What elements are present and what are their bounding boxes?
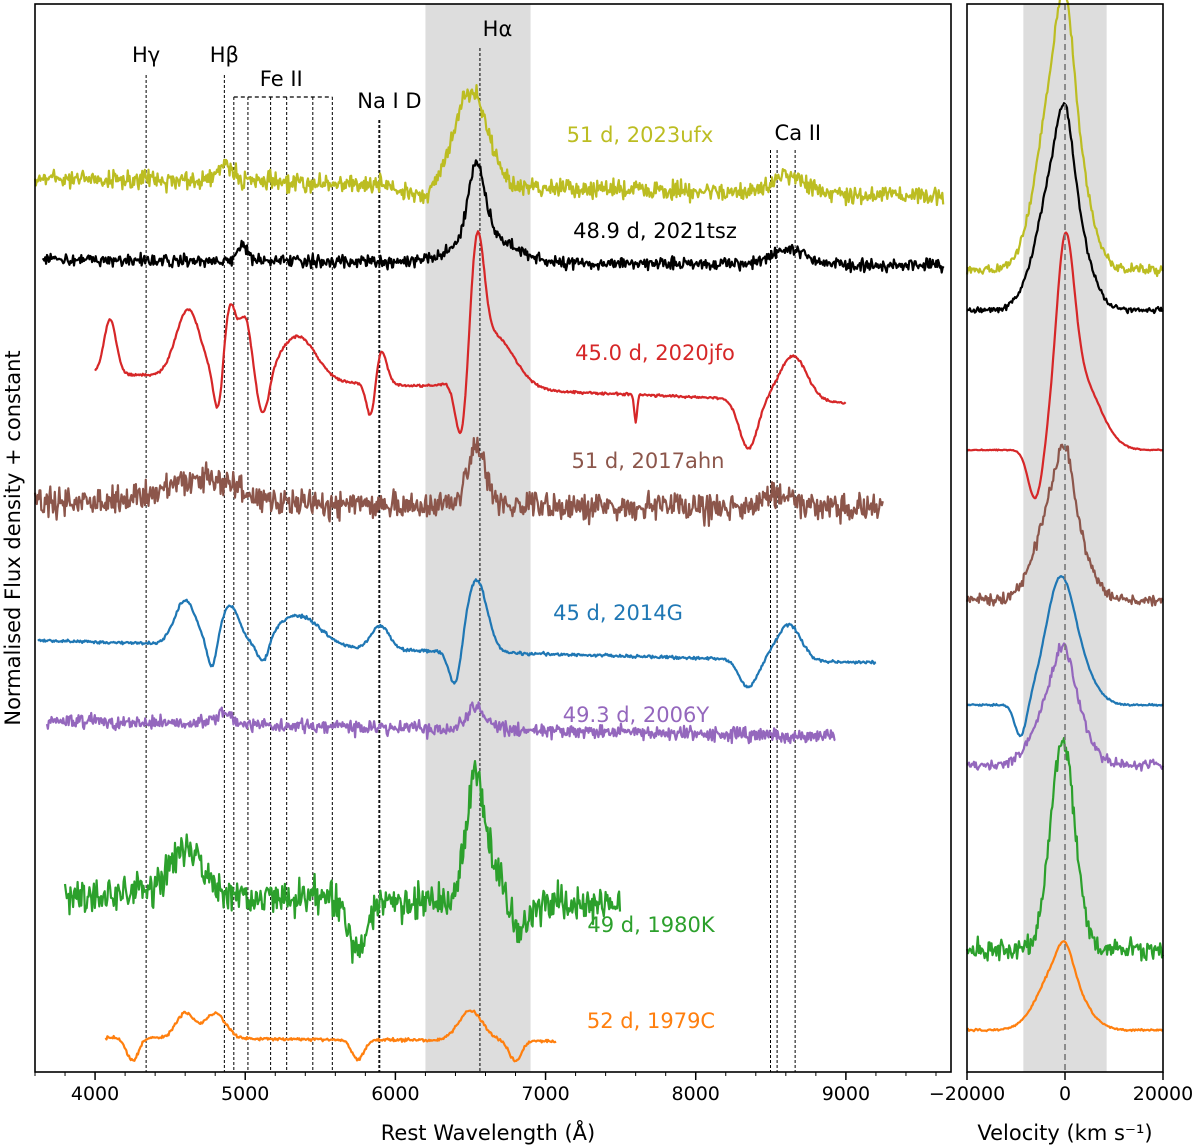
spectrum-label-2006y: 49.3 d, 2006Y (563, 703, 710, 727)
y-axis-label: Normalised Flux density + constant (1, 350, 25, 725)
right-x-tick-label-0: −20000 (929, 1083, 1005, 1105)
velocity-profile-2020jfo (966, 231, 1164, 500)
spectrum-1979c (104, 1009, 557, 1063)
spectra-labels: 51 d, 2023ufx 48.9 d, 2021tsz 45.0 d, 2020… (553, 123, 737, 1033)
spectrum-label-1979c: 52 d, 1979C (587, 1009, 715, 1033)
spectra-series-group (33, 83, 945, 1063)
spectrum-2021tsz (41, 159, 945, 274)
left-x-tick-label-9000: 9000 (822, 1083, 870, 1105)
velocity-panel: −20000 0 20000 Velocity (km s⁻¹) (929, 0, 1193, 1145)
velocity-profile-1980k (965, 736, 1165, 962)
line-id-label-h: Hγ (132, 43, 160, 67)
spectrum-label-2023ufx: 51 d, 2023ufx (567, 123, 714, 147)
spectra-panel: Hγ Hβ Fe II Na I D Hα Ca II 51 d, 2023ufx 48.9… (1, 3, 952, 1145)
right-x-tick-label-1: 0 (1059, 1083, 1071, 1105)
spectrum-2014g (37, 578, 877, 689)
spectrum-2017ahn (33, 436, 884, 528)
left-x-tick-label-7000: 7000 (521, 1083, 569, 1105)
left-x-tick-label-6000: 6000 (371, 1083, 419, 1105)
line-id-label-caii: Ca II (775, 121, 822, 145)
line-id-label-naid: Na I D (357, 89, 421, 113)
spectrum-1980k (63, 759, 622, 964)
spectrum-label-2014g: 45 d, 2014G (553, 601, 683, 625)
spectrum-label-2017ahn: 51 d, 2017ahn (571, 449, 724, 473)
left-x-axis-label: Rest Wavelength (Å) (381, 1119, 595, 1145)
spectrum-label-1980k: 49 d, 1980K (587, 913, 716, 937)
spectrum-2006y (45, 701, 836, 745)
right-x-axis: −20000 0 20000 (929, 1072, 1193, 1105)
line-id-label-feii: Fe II (260, 67, 303, 91)
left-plot-frame (34, 3, 952, 1073)
spectrum-label-2020jfo: 45.0 d, 2020jfo (575, 341, 735, 365)
velocity-profile-2014g (966, 574, 1164, 738)
spectrum-label-2021tsz: 48.9 d, 2021tsz (573, 219, 737, 243)
velocity-profile-2023ufx (965, 0, 1164, 278)
left-x-tick-label-4000: 4000 (71, 1083, 119, 1105)
line-id-label-h: Hα (483, 17, 513, 41)
velocity-profile-1979c (966, 939, 1164, 1033)
left-x-tick-label-5000: 5000 (221, 1083, 269, 1105)
right-x-axis-label: Velocity (km s⁻¹) (977, 1121, 1152, 1145)
line-id-label-h: Hβ (210, 43, 239, 67)
spectrum-2023ufx (33, 83, 945, 207)
spectrum-2020jfo (94, 230, 847, 450)
right-x-tick-label-2: 20000 (1133, 1083, 1193, 1105)
left-x-tick-label-8000: 8000 (672, 1083, 720, 1105)
left-x-axis: 4000 5000 6000 7000 8000 9000 (34, 1072, 937, 1105)
